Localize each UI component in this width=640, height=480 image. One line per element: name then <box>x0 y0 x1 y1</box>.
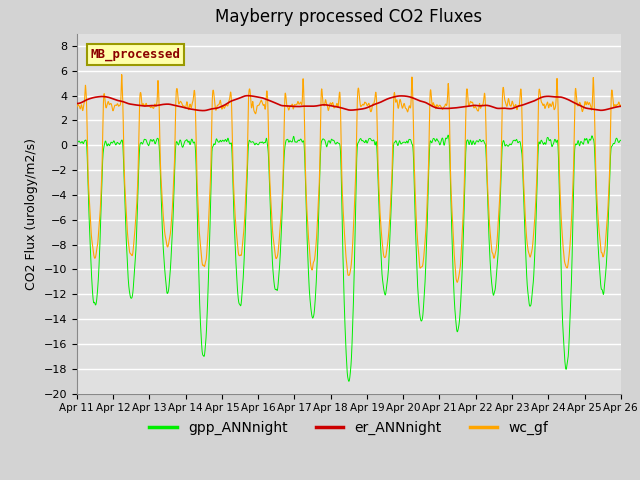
Legend: gpp_ANNnight, er_ANNnight, wc_gf: gpp_ANNnight, er_ANNnight, wc_gf <box>144 415 554 441</box>
Y-axis label: CO2 Flux (urology/m2/s): CO2 Flux (urology/m2/s) <box>25 138 38 289</box>
Title: Mayberry processed CO2 Fluxes: Mayberry processed CO2 Fluxes <box>215 9 483 26</box>
Text: MB_processed: MB_processed <box>90 48 180 61</box>
